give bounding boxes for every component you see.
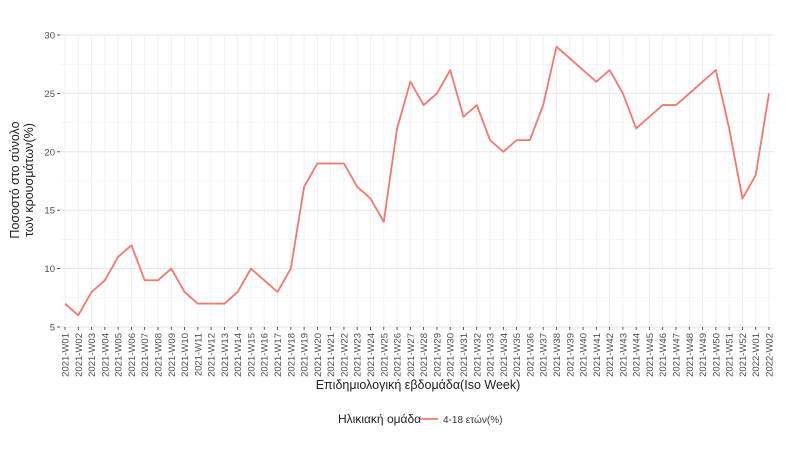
x-tick-label: 2021-W10 [180,333,191,377]
x-tick-label: 2021-W22 [339,333,350,377]
x-tick-label: 2021-W52 [738,333,749,377]
x-tick-label: 2022-W02 [765,333,776,377]
y-tick-label: 30 [44,31,55,42]
x-tick-label: 2021-W40 [579,333,590,377]
x-tick-label: 2021-W19 [300,333,311,377]
x-tick-label: 2021-W17 [273,333,284,377]
y-axis-title-line-1: Ποσοστό στο σύνολο [8,121,22,238]
x-tick-label: 2021-W46 [658,333,669,377]
x-tick-label: 2021-W31 [459,333,470,377]
legend-label: 4-18 ετών(%) [443,414,502,426]
x-tick-label: 2021-W48 [685,333,696,377]
legend-title: Ηλικιακή ομάδα [338,412,421,426]
series-line [64,45,770,317]
y-tick-label: 15 [44,206,55,217]
x-tick-label: 2021-W02 [74,333,85,377]
x-tick-label: 2021-W09 [167,333,178,377]
x-axis: 2021-W01 2021-W02 2021-W03 2021-W04 2021-W05… [61,327,776,377]
y-tick-label: 25 [44,89,55,100]
x-tick-label: 2021-W42 [605,333,616,377]
x-tick-label: 2021-W49 [698,333,709,377]
x-tick-label: 2021-W11 [193,333,204,376]
x-tick-label: 2022-W01 [751,333,762,377]
x-tick-label: 2021-W34 [499,333,510,377]
x-tick-label: 2021-W06 [127,333,138,377]
x-tick-label: 2021-W35 [512,333,523,377]
x-tick-label: 2021-W30 [446,333,457,377]
x-tick-label: 2021-W12 [207,333,218,377]
x-tick-label: 2021-W29 [432,333,443,377]
x-tick-label: 2021-W20 [313,333,324,377]
x-tick-label: 2021-W45 [645,333,656,377]
x-tick-label: 2021-W38 [552,333,563,377]
y-tick-label: 10 [44,264,55,275]
x-tick-label: 2021-W47 [672,333,683,377]
x-tick-label: 2021-W08 [153,333,164,377]
x-tick-label: 2021-W41 [592,333,603,377]
x-tick-label: 2021-W26 [393,333,404,377]
x-tick-label: 2021-W44 [632,333,643,377]
x-tick-label: 2021-W16 [260,333,271,377]
y-axis-title-line-2: των κρουσμάτων(%) [22,123,36,237]
y-tick-label: 20 [44,147,55,158]
x-tick-label: 2021-W23 [353,333,364,377]
x-tick-label: 2021-W03 [87,333,98,377]
x-tick-label: 2021-W07 [140,333,151,377]
x-tick-label: 2021-W05 [114,333,125,377]
x-tick-label: 2021-W27 [406,333,417,377]
x-tick-label: 2021-W18 [286,333,297,377]
legend: Ηλικιακή ομάδα 4-18 ετών(%) [338,412,502,426]
x-tick-label: 2021-W04 [100,333,111,377]
x-tick-label: 2021-W43 [618,333,629,377]
x-tick-label: 2021-W50 [711,333,722,377]
y-tick-label: 5 [50,323,55,334]
x-tick-label: 2021-W51 [725,333,736,377]
x-axis-title: Επιδημιολογική εβδομάδα(Iso Week) [316,378,521,392]
series-layer [64,45,770,317]
x-tick-label: 2021-W13 [220,333,231,377]
x-tick-label: 2021-W37 [539,333,550,377]
x-tick-label: 2021-W21 [326,333,337,377]
x-tick-label: 2021-W15 [246,333,257,377]
x-tick-label: 2021-W39 [565,333,576,377]
x-tick-label: 2021-W01 [61,333,72,377]
x-tick-label: 2021-W25 [379,333,390,377]
x-tick-label: 2021-W14 [233,333,244,377]
x-tick-label: 2021-W32 [472,333,483,377]
y-axis-title: Ποσοστό στο σύνολο των κρουσμάτων(%) [8,121,36,238]
x-tick-label: 2021-W28 [419,333,430,377]
x-tick-label: 2021-W33 [486,333,497,377]
x-tick-label: 2021-W24 [366,333,377,377]
plot-area [60,34,773,328]
x-tick-label: 2021-W36 [525,333,536,377]
y-axis: 5 10 15 20 25 30 [44,31,60,334]
